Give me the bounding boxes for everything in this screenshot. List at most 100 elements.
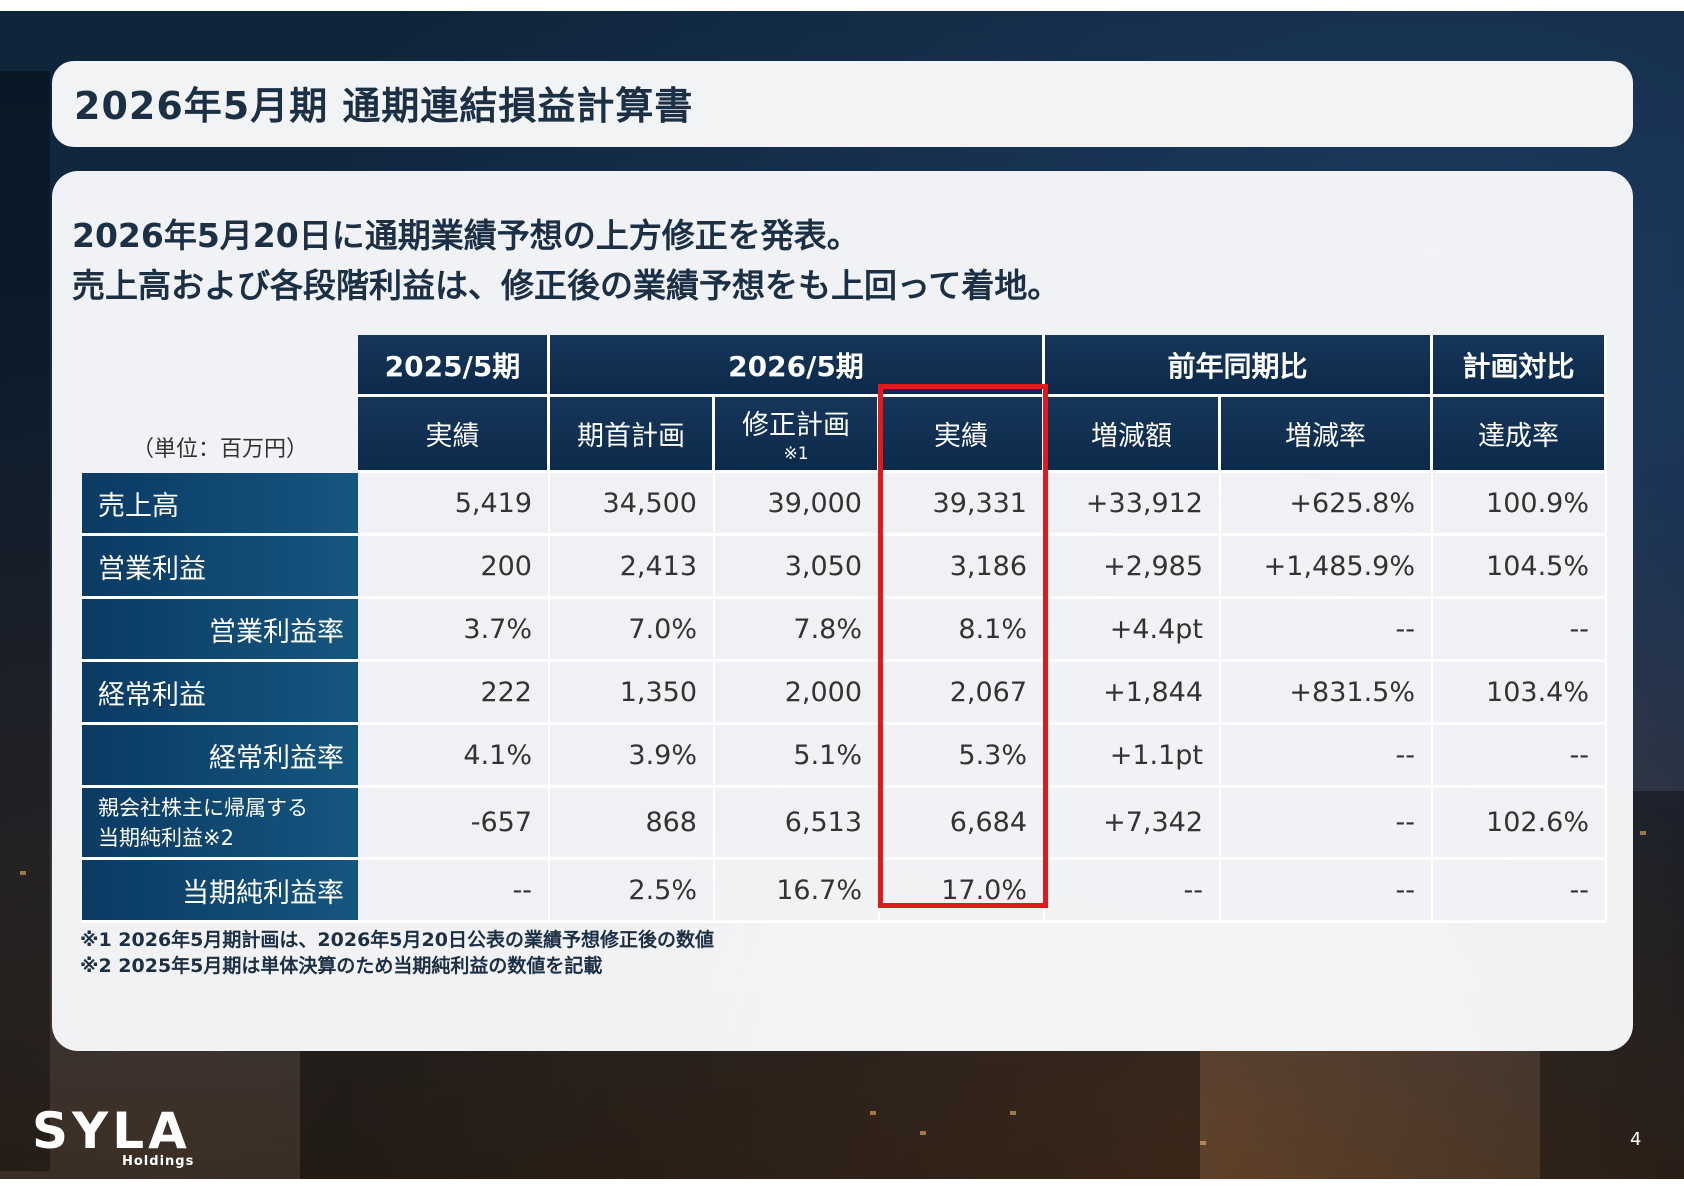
table-cell: 3.7%: [358, 599, 550, 662]
group-fy2026: 2026/5期: [550, 335, 1045, 397]
row-label: 売上高: [82, 473, 358, 536]
table-cell: +33,912: [1045, 473, 1221, 536]
table-cell: +7,342: [1045, 788, 1221, 860]
col-revised-plan: 修正計画 ※1: [715, 397, 880, 473]
logo-wordmark: SYLA: [32, 1102, 191, 1160]
row-label-line-1: 親会社株主に帰属する: [98, 795, 308, 820]
table-cell: 5.3%: [880, 725, 1045, 788]
table-cell: 103.4%: [1433, 662, 1607, 725]
table-group-header-row: （単位：百万円） 2025/5期 2026/5期 前年同期比 計画対比: [82, 335, 1607, 462]
table-cell: 222: [358, 662, 550, 725]
table-row: 当期純利益率 -- 2.5% 16.7% 17.0% -- -- --: [82, 860, 1607, 923]
col-actual-2026: 実績: [880, 397, 1045, 473]
footnote-2: ※2 2025年5月期は単体決算のため当期純利益の数値を記載: [80, 955, 603, 977]
building-silhouette: [300, 1051, 1200, 1179]
table-cell: 868: [550, 788, 715, 860]
window-light: [870, 1111, 876, 1115]
table-cell: +625.8%: [1221, 473, 1433, 536]
table-row: 経常利益 222 1,350 2,000 2,067 +1,844 +831.5…: [82, 662, 1607, 725]
col-achievement: 達成率: [1433, 397, 1607, 473]
row-label: 当期純利益率: [82, 860, 358, 923]
table-cell: 39,331: [880, 473, 1045, 536]
col-revised-plan-note: ※1: [783, 444, 809, 464]
group-yoy: 前年同期比: [1045, 335, 1433, 397]
table-row: 営業利益 200 2,413 3,050 3,186 +2,985 +1,485…: [82, 536, 1607, 599]
table-cell: 6,513: [715, 788, 880, 860]
table-row: 営業利益率 3.7% 7.0% 7.8% 8.1% +4.4pt -- --: [82, 599, 1607, 662]
table-cell: 5,419: [358, 473, 550, 536]
table-cell: 8.1%: [880, 599, 1045, 662]
page-number: 4: [1630, 1129, 1642, 1150]
window-light: [1200, 1141, 1206, 1145]
logo-subtext: Holdings: [122, 1154, 195, 1169]
table-cell: 2,413: [550, 536, 715, 599]
table-cell: 200: [358, 536, 550, 599]
table-cell: 16.7%: [715, 860, 880, 923]
table-cell: +1,485.9%: [1221, 536, 1433, 599]
table-cell: --: [1433, 725, 1607, 788]
table-cell: -657: [358, 788, 550, 860]
headline-line-1: 2026年5月20日に通期業績予想の上方修正を発表。: [72, 216, 860, 255]
footnote-1: ※1 2026年5月期計画は、2026年5月20日公表の業績予想修正後の数値: [80, 929, 714, 951]
table-cell: --: [1433, 599, 1607, 662]
content-panel: 2026年5月20日に通期業績予想の上方修正を発表。 売上高および各段階利益は、…: [52, 171, 1633, 1051]
unit-label: （単位：百万円）: [131, 437, 308, 462]
table-cell: --: [1221, 860, 1433, 923]
row-label: 経常利益: [82, 662, 358, 725]
footnotes: ※1 2026年5月期計画は、2026年5月20日公表の業績予想修正後の数値 ※…: [80, 927, 714, 979]
table-row: 経常利益率 4.1% 3.9% 5.1% 5.3% +1.1pt -- --: [82, 725, 1607, 788]
table-cell: 102.6%: [1433, 788, 1607, 860]
table-cell: 7.0%: [550, 599, 715, 662]
table-cell: +1.1pt: [1045, 725, 1221, 788]
table-cell: 4.1%: [358, 725, 550, 788]
table-cell: +1,844: [1045, 662, 1221, 725]
slide-background: 2026年5月期 通期連結損益計算書 2026年5月20日に通期業績予想の上方修…: [0, 11, 1684, 1179]
table-row: 親会社株主に帰属する 当期純利益※2 -657 868 6,513 6,684 …: [82, 788, 1607, 860]
group-plan: 計画対比: [1433, 335, 1607, 397]
table-cell: 3.9%: [550, 725, 715, 788]
table-cell: --: [1221, 599, 1433, 662]
table-cell: 100.9%: [1433, 473, 1607, 536]
headline: 2026年5月20日に通期業績予想の上方修正を発表。 売上高および各段階利益は、…: [72, 211, 1472, 311]
table-cell: 34,500: [550, 473, 715, 536]
col-change-amount: 増減額: [1045, 397, 1221, 473]
row-label-line-2: 当期純利益※2: [98, 825, 234, 850]
row-label: 親会社株主に帰属する 当期純利益※2: [82, 788, 358, 860]
table-cell: 104.5%: [1433, 536, 1607, 599]
table-cell: --: [358, 860, 550, 923]
table-cell: 3,186: [880, 536, 1045, 599]
table-cell: --: [1433, 860, 1607, 923]
col-initial-plan: 期首計画: [550, 397, 715, 473]
company-logo: SYLA Holdings: [32, 1102, 193, 1169]
building-silhouette: [0, 71, 50, 1171]
table-cell: 7.8%: [715, 599, 880, 662]
table-cell: --: [1221, 725, 1433, 788]
table-cell: 17.0%: [880, 860, 1045, 923]
table-cell: 5.1%: [715, 725, 880, 788]
table-cell: 2.5%: [550, 860, 715, 923]
table-cell: 2,000: [715, 662, 880, 725]
page-title: 2026年5月期 通期連結損益計算書: [74, 84, 694, 128]
income-statement-table: （単位：百万円） 2025/5期 2026/5期 前年同期比 計画対比 実績 期…: [82, 335, 1607, 923]
table-cell: 2,067: [880, 662, 1045, 725]
table-cell: +4.4pt: [1045, 599, 1221, 662]
group-fy2025: 2025/5期: [358, 335, 550, 397]
title-bar: 2026年5月期 通期連結損益計算書: [52, 61, 1633, 147]
table-cell: +831.5%: [1221, 662, 1433, 725]
table-cell: +2,985: [1045, 536, 1221, 599]
window-light: [1010, 1111, 1016, 1115]
table-cell: 3,050: [715, 536, 880, 599]
table-cell: 1,350: [550, 662, 715, 725]
row-label: 営業利益率: [82, 599, 358, 662]
row-label: 経常利益率: [82, 725, 358, 788]
col-actual-2025: 実績: [358, 397, 550, 473]
table-row: 売上高 5,419 34,500 39,000 39,331 +33,912 +…: [82, 473, 1607, 536]
col-revised-plan-label: 修正計画: [742, 410, 850, 441]
table-cell: --: [1045, 860, 1221, 923]
table-sub-header-row: 実績 期首計画 修正計画 ※1 実績 増減額 増減率 達成率: [82, 397, 1607, 473]
window-light: [20, 871, 26, 875]
table-cell: --: [1221, 788, 1433, 860]
window-light: [920, 1131, 926, 1135]
table-cell: 39,000: [715, 473, 880, 536]
window-light: [1640, 831, 1646, 835]
